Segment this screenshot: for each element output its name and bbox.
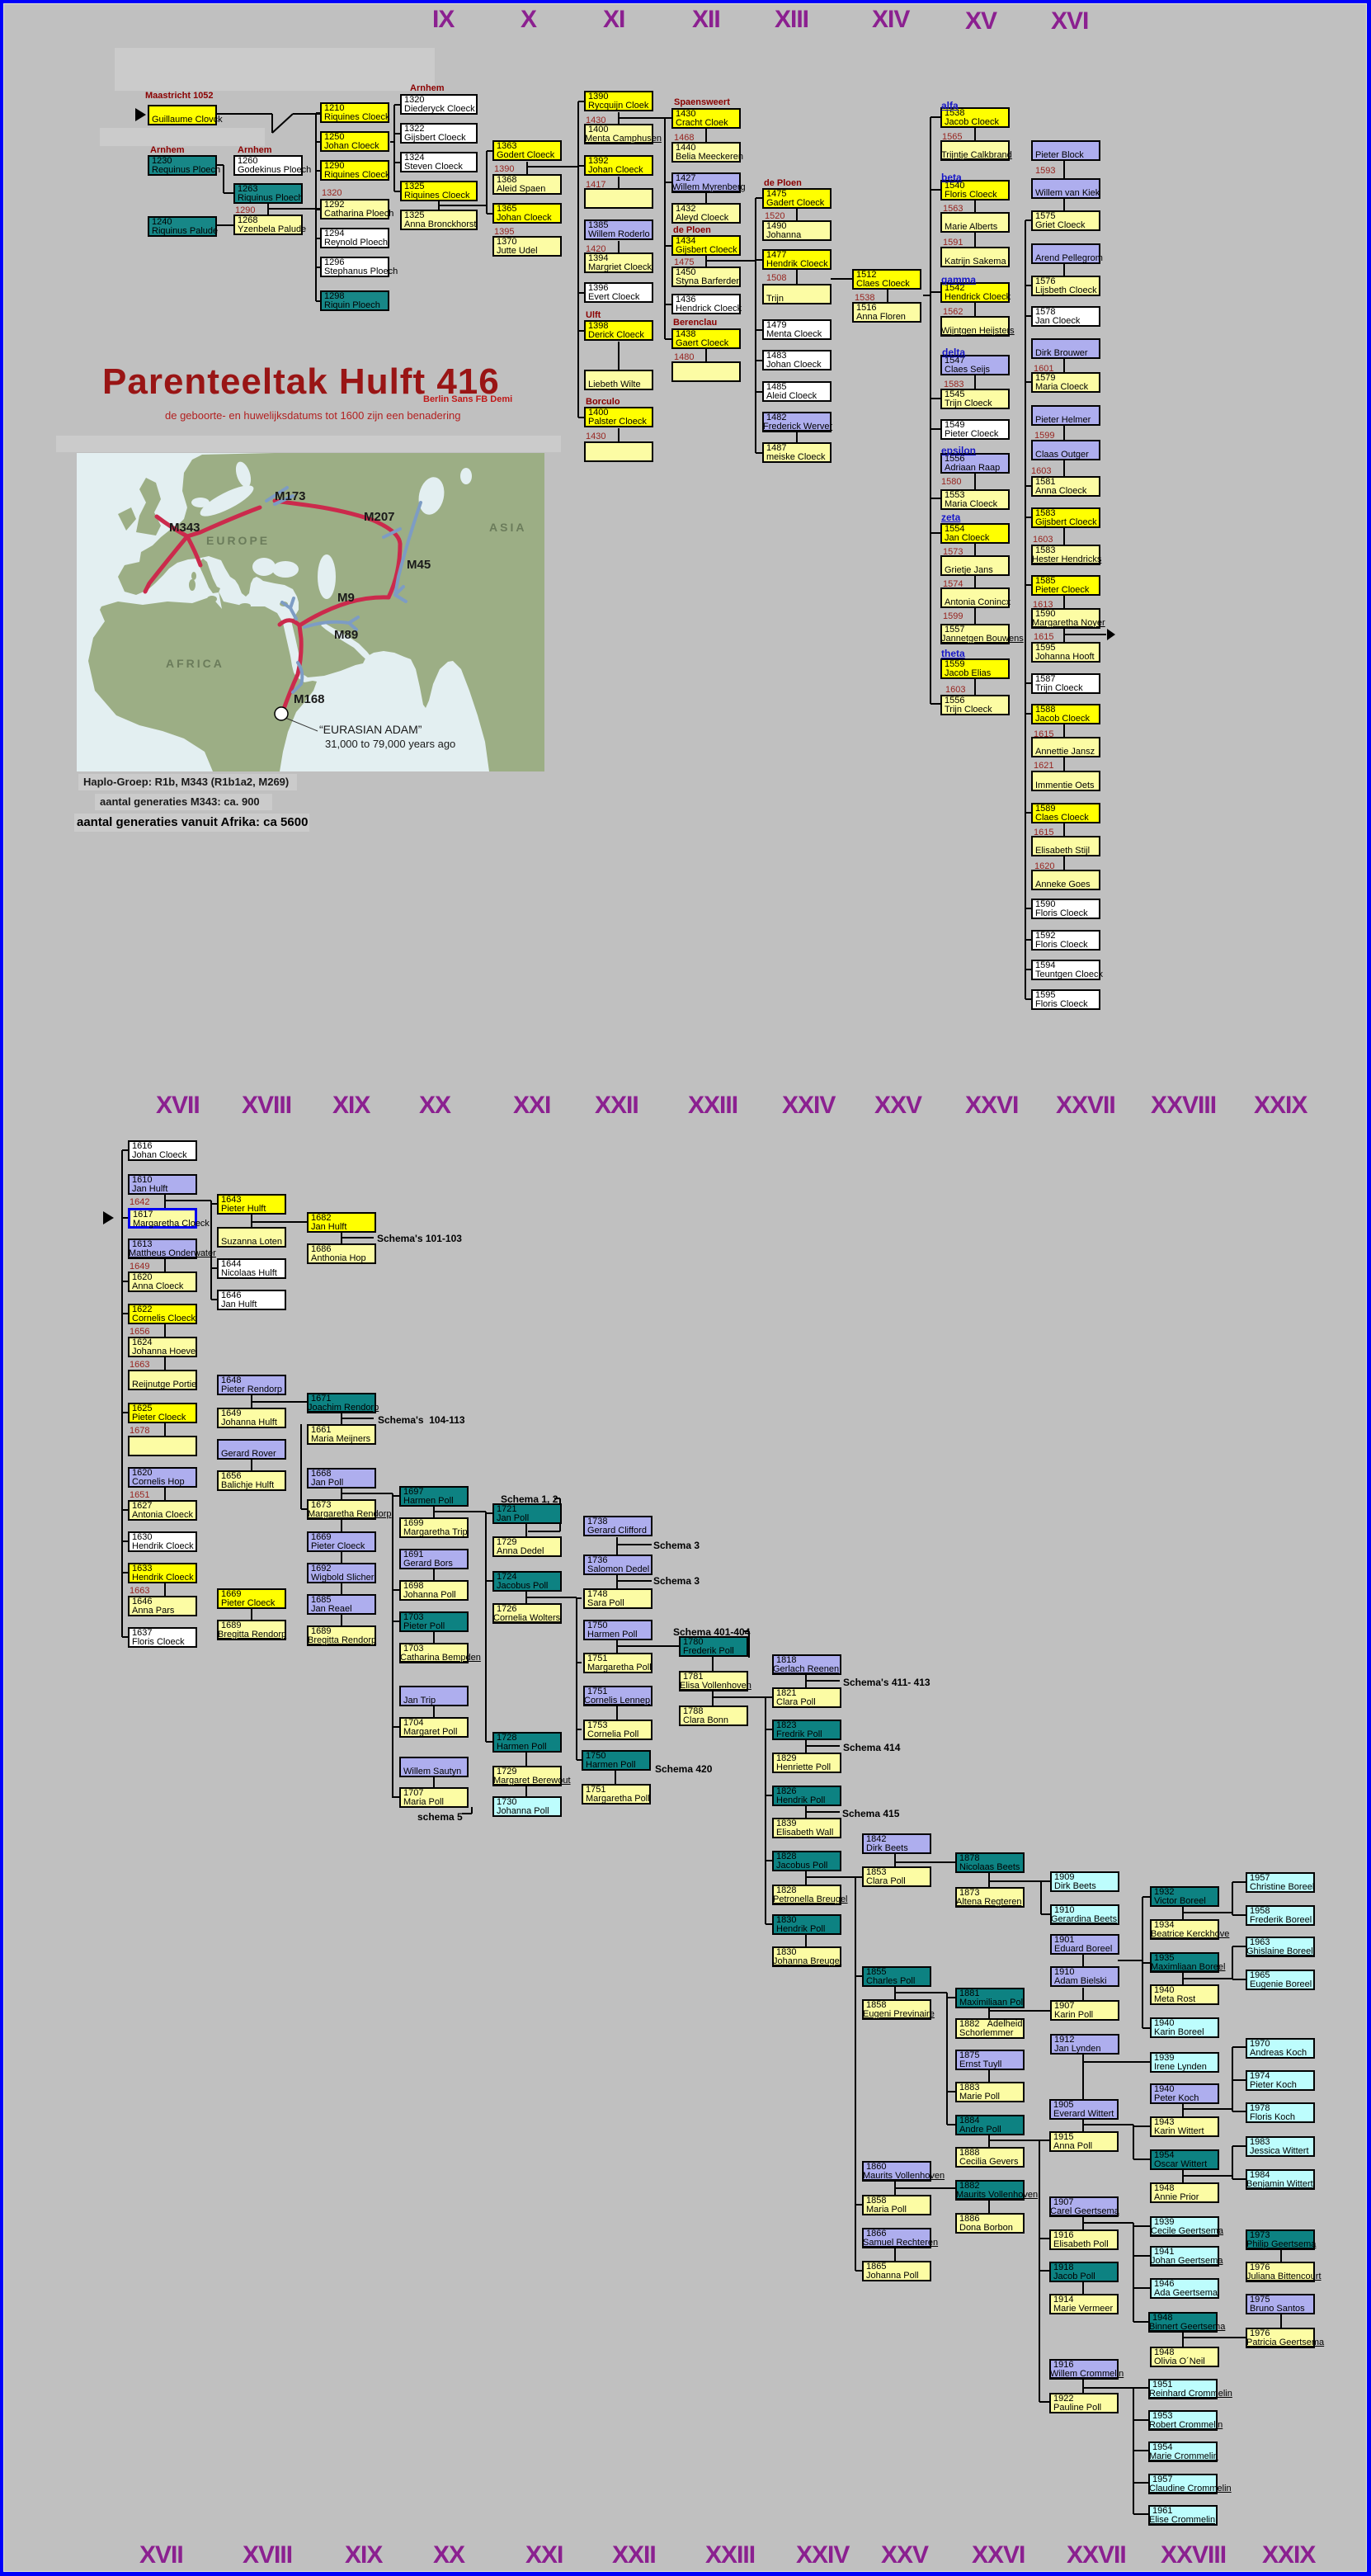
- svg-text:EUROPE: EUROPE: [206, 534, 270, 547]
- svg-text:M173: M173: [275, 489, 306, 503]
- svg-text:ASIA: ASIA: [489, 521, 526, 534]
- svg-text:M207: M207: [364, 510, 395, 524]
- svg-text:31,000 to 79,000 years ago: 31,000 to 79,000 years ago: [325, 738, 455, 750]
- svg-text:M168: M168: [294, 692, 325, 706]
- svg-text:“EURASIAN ADAM”: “EURASIAN ADAM”: [319, 723, 422, 736]
- svg-text:M45: M45: [407, 558, 431, 572]
- svg-text:M89: M89: [334, 628, 358, 642]
- svg-text:M9: M9: [337, 591, 355, 605]
- svg-text:M343: M343: [169, 521, 200, 535]
- svg-text:AFRICA: AFRICA: [166, 657, 224, 670]
